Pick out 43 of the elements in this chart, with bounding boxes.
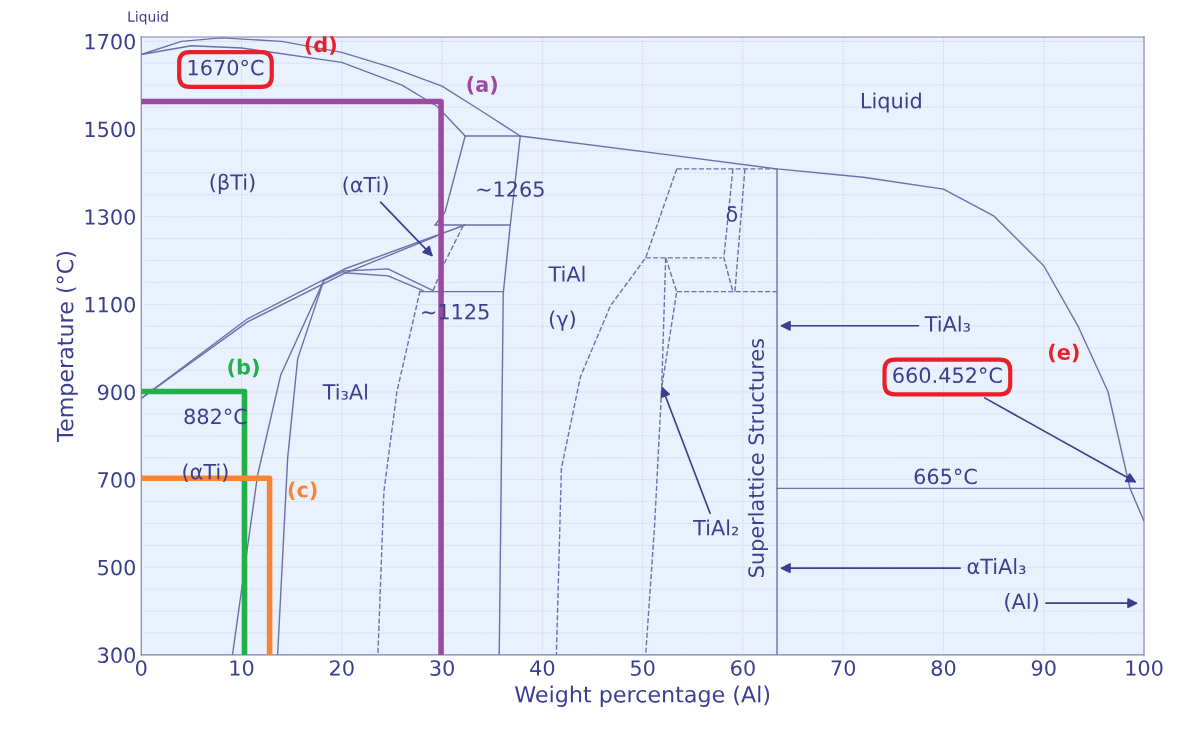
annotation: (γ): [549, 310, 575, 331]
annotation: δ: [726, 206, 738, 222]
annotation: Superlattice Structures: [747, 338, 769, 577]
x-tick-label: 80: [931, 660, 956, 676]
x-tick-label: 10: [230, 660, 254, 676]
annotation: (b): [228, 358, 259, 378]
y-tick-label: 1100: [85, 296, 135, 313]
y-tick-label: 700: [98, 472, 135, 488]
text: Liquid: [128, 11, 168, 25]
annotation: ~1265: [477, 181, 544, 197]
x-tick-label: 50: [630, 660, 655, 676]
x-tick-label: 30: [430, 660, 454, 676]
y-tick-label: 900: [97, 384, 135, 401]
annotation: (βTi): [210, 173, 255, 194]
x-tick-label: 40: [530, 660, 555, 676]
x-axis-title: Weight percentage (Al): [515, 685, 770, 707]
annotation: 660.452°C: [893, 367, 1002, 384]
annotation: 665°C: [914, 468, 977, 485]
annotation: TiAl: [548, 265, 585, 282]
y-tick-label: 500: [98, 559, 135, 576]
y-tick-label: 1300: [85, 209, 135, 225]
x-tick-label: 100: [1126, 660, 1163, 676]
annotation: Ti₃Al: [322, 383, 367, 400]
annotation: (a): [467, 76, 497, 95]
y-tick-label: 1500: [85, 121, 135, 138]
annotation: TiAl₂: [693, 519, 739, 536]
annotation: (Al): [1005, 593, 1038, 612]
annotation: 1670°C: [188, 59, 264, 76]
x-tick-label: 60: [731, 660, 755, 676]
annotation: TiAl₃: [924, 315, 970, 332]
x-tick-label: 90: [1031, 660, 1056, 676]
y-tick-label: 1700: [85, 33, 135, 50]
y-axis-title: Temperature (°C): [56, 251, 78, 442]
x-tick-label: 20: [330, 660, 354, 676]
annotation: (αTi): [343, 176, 388, 196]
annotation: αTiAl₃: [967, 558, 1026, 575]
annotation: (c): [288, 481, 317, 500]
annotation: (d): [305, 36, 336, 55]
y-tick-label: 300: [98, 647, 135, 664]
x-tick-label: 70: [831, 660, 856, 676]
x-tick-label: 0: [135, 660, 147, 676]
annotation: (e): [1049, 343, 1079, 363]
annotation: Liquid: [861, 92, 921, 113]
